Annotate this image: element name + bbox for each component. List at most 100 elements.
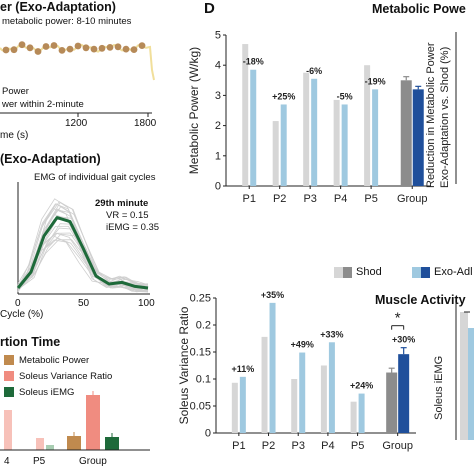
metabolic-xtick-P5: P5 (364, 193, 377, 205)
panel-c-title: er (Exo-Adaptation) (0, 0, 116, 14)
panel-emg-vr: VR = 0.15 (106, 210, 149, 221)
metabolic-ylabel: Metabolic Power (W/kg) (187, 47, 201, 174)
variance-annotation-P1: +11% (231, 364, 254, 374)
variance-ytick-label: 0 (205, 428, 211, 440)
emg-tick-100: 100 (138, 298, 155, 309)
metabolic-bar-shod-P3 (303, 72, 310, 186)
variance-xtick-P1: P1 (232, 440, 245, 452)
panel-c-xaxis (0, 112, 152, 117)
metabolic-trace-point (50, 42, 58, 49)
soleus-iemg-axis: Soleus iEMG (433, 302, 474, 440)
variance-ytick-label: 0.05 (190, 401, 211, 413)
time-bar-group-brown (67, 436, 81, 450)
metabolic-bar-shod-P5 (364, 65, 371, 186)
time-bar-p5-green (46, 445, 54, 450)
metabolic-ytick-label: 4 (215, 60, 221, 72)
emg-mean-line (16, 216, 149, 290)
metabolic-bar-exo-P4 (341, 104, 348, 186)
variance-bar-shod-Group (386, 372, 398, 433)
legend-exo-light-swatch (412, 267, 421, 278)
metabolic-trace-point (18, 41, 26, 49)
legend-soleus-iemg: Soleus iEMG (19, 387, 75, 398)
metabolic-ytick-label: 3 (215, 90, 221, 102)
variance-ytick-label: 0.1 (196, 374, 211, 386)
iemg-partial-bar-2 (468, 328, 474, 440)
legend-shod-label: Shod (356, 266, 382, 278)
variance-annotation-Group: +30% (392, 335, 415, 345)
panel-emg-iemg: iEMG = 0.35 (106, 222, 160, 233)
panel-c-power-label: Power (2, 86, 29, 97)
time-tick-4: 4 (4, 456, 10, 467)
metabolic-trace-point (98, 44, 106, 52)
variance-xtick-Group: Group (382, 440, 413, 452)
panel-c-power-within: wer within 2-minute (2, 99, 84, 110)
variance-xtick-P5: P5 (351, 440, 364, 452)
metabolic-bar-exo-Group (412, 89, 424, 186)
metabolic-bar-shod-Group (400, 80, 412, 186)
variance-xtick-P4: P4 (321, 440, 334, 452)
legend-exo-label: Exo-Adl (434, 266, 473, 278)
metabolic-annotation-P3: -6% (306, 66, 322, 76)
variance-bar-shod-P5 (350, 401, 357, 433)
emg-tick-0: 0 (15, 298, 21, 309)
metabolic-trace-point (138, 42, 146, 49)
metabolic-power-chart: 0 1 2 3 4 5 Metabolic Power (W/kg) -18% P1 +25% P2… (187, 30, 431, 205)
metabolic-ytick-label: 0 (215, 181, 221, 193)
adaptation-time-bars (0, 391, 150, 451)
metabolic-trace-point (58, 47, 66, 54)
emg-tick-50: 50 (78, 298, 90, 309)
iemg-partial-bar-1 (460, 312, 468, 440)
variance-annotation-P2: +35% (261, 290, 284, 300)
time-bar-p5-salmon (36, 438, 44, 450)
panel-time-title: rtion Time (0, 335, 61, 349)
metabolic-trace-point (114, 43, 122, 51)
time-bar-group-green (105, 437, 119, 450)
reduction-label-1: Reduction in Metabolic Power (425, 42, 437, 188)
metabolic-trace-point (122, 45, 130, 53)
metabolic-bar-shod-P2 (272, 121, 279, 186)
metabolic-xtick-P1: P1 (243, 193, 256, 205)
soleus-iemg-label: Soleus iEMG (433, 356, 445, 420)
legend-soleus-variance: Soleus Variance Ratio (19, 371, 113, 382)
metabolic-trace-point (2, 46, 10, 54)
metabolic-bar-exo-P1 (250, 69, 257, 186)
variance-ytick-label: 0.15 (190, 347, 211, 359)
legend-shod-light-swatch (334, 267, 343, 278)
variance-bar-exo-P5 (358, 393, 365, 433)
panel-d-header: Metabolic Powe (372, 2, 466, 16)
panel-emg-title: (Exo-Adaptation) (0, 152, 101, 166)
metabolic-ytick-label: 1 (215, 150, 221, 162)
metabolic-trace-point (130, 46, 138, 53)
time-bar-group-salmon (86, 395, 100, 450)
metabolic-ytick-label: 2 (215, 120, 221, 132)
metabolic-bar-exo-P3 (311, 78, 318, 186)
variance-bar-exo-P2 (269, 302, 276, 433)
metabolic-annotation-P4: -5% (337, 91, 353, 101)
variance-bar-exo-P4 (328, 342, 335, 433)
metabolic-trace-point (34, 48, 42, 55)
metabolic-xtick-P3: P3 (303, 193, 316, 205)
metabolic-xtick-Group: Group (397, 193, 428, 205)
variance-bar-exo-P3 (299, 352, 306, 433)
metabolic-annotation-P5: -19% (365, 76, 386, 86)
variance-bar-exo-P1 (239, 376, 246, 433)
muscle-activity-title: Muscle Activity (375, 293, 466, 307)
emg-plot (16, 182, 150, 295)
reduction-label-2: Exo-Adaptation vs. Shod (%) (439, 47, 451, 188)
variance-significance-star: * (395, 310, 401, 327)
legend-exo-dark-swatch (421, 267, 430, 278)
metabolic-annotation-P1: -18% (243, 57, 264, 67)
time-tick-group: Group (79, 456, 107, 467)
metabolic-xtick-P4: P4 (334, 193, 347, 205)
metabolic-annotation-P2: +25% (272, 91, 295, 101)
variance-xtick-P2: P2 (262, 440, 275, 452)
metabolic-trace-point (10, 46, 18, 54)
metabolic-trace-point (42, 43, 50, 50)
shod-exo-legend (334, 267, 430, 278)
panel-emg-minute: 29th minute (95, 198, 149, 209)
metabolic-trace-point (82, 44, 90, 52)
variance-ytick-label: 0.25 (190, 293, 211, 305)
metabolic-trace-point (26, 44, 34, 52)
emg-xlabel: Cycle (%) (0, 309, 44, 320)
